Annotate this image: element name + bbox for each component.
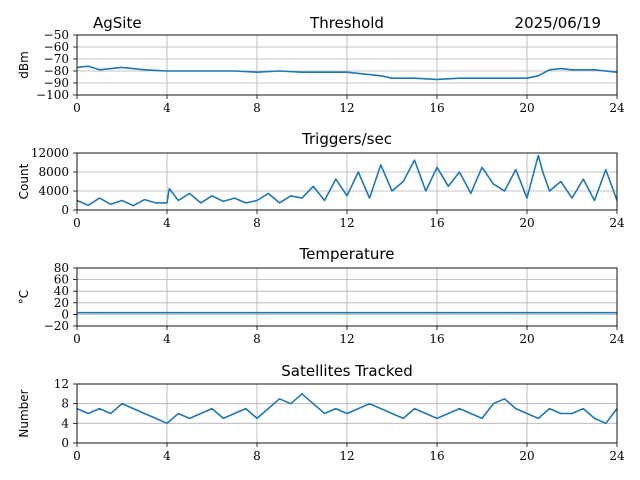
x-tick-label: 20 bbox=[519, 216, 534, 230]
x-tick-label: 8 bbox=[253, 216, 261, 230]
y-tick-label: 20 bbox=[54, 296, 69, 310]
x-tick-label: 0 bbox=[73, 216, 81, 230]
x-tick-label: 16 bbox=[429, 216, 444, 230]
x-tick-label: 16 bbox=[429, 101, 444, 115]
y-tick-label: −90 bbox=[44, 76, 69, 90]
x-tick-label: 12 bbox=[339, 449, 354, 463]
chart-title: Temperature bbox=[298, 245, 394, 263]
chart-panel-4: 0 4 8 12 16 20 24 0 4 8 12 Satellites Tracked Number bbox=[17, 362, 625, 463]
y-tick-label: −80 bbox=[44, 64, 69, 78]
y-tick-label: 60 bbox=[54, 273, 69, 287]
x-tick-label: 12 bbox=[339, 216, 354, 230]
x-tick-label: 20 bbox=[519, 332, 534, 346]
y-tick-label: −60 bbox=[44, 40, 69, 54]
y-tick-label: −50 bbox=[44, 28, 69, 42]
x-tick-label: 24 bbox=[609, 449, 625, 463]
series-line bbox=[76, 65, 618, 81]
y-tick-label: 0 bbox=[61, 436, 69, 450]
y-tick-label: −70 bbox=[44, 52, 69, 66]
x-tick-label: 8 bbox=[253, 332, 261, 346]
y-axis-label: dBm bbox=[17, 51, 31, 79]
y-axis-label: °C bbox=[17, 290, 31, 304]
x-tick-label: 0 bbox=[73, 332, 81, 346]
chart-panel-2: 0 4 8 12 16 20 24 0 4000 8000 12000 Triggers/sec Cou… bbox=[17, 130, 625, 230]
x-tick-label: 8 bbox=[253, 101, 261, 115]
date-label: 2025/06/19 bbox=[515, 14, 601, 32]
y-tick-label: −20 bbox=[44, 319, 69, 333]
x-tick-label: 12 bbox=[339, 101, 354, 115]
chart-title: Satellites Tracked bbox=[281, 362, 412, 380]
y-tick-label: 8 bbox=[61, 397, 69, 411]
series-line bbox=[76, 154, 618, 207]
y-tick-label: 4 bbox=[61, 416, 69, 430]
y-tick-label: 8000 bbox=[38, 165, 69, 179]
y-tick-label: 40 bbox=[54, 284, 69, 298]
chart-title: Threshold bbox=[309, 14, 384, 32]
y-axis-label: Number bbox=[17, 389, 31, 437]
x-tick-label: 16 bbox=[429, 449, 444, 463]
x-tick-label: 16 bbox=[429, 332, 444, 346]
x-tick-label: 0 bbox=[73, 101, 81, 115]
y-tick-label: 4000 bbox=[38, 184, 69, 198]
y-axis-label: Count bbox=[17, 163, 31, 199]
y-tick-label: 12000 bbox=[31, 146, 69, 160]
series-line bbox=[76, 392, 618, 425]
x-tick-label: 4 bbox=[163, 216, 171, 230]
x-tick-label: 12 bbox=[339, 332, 354, 346]
x-tick-label: 0 bbox=[73, 449, 81, 463]
y-tick-label: −100 bbox=[36, 88, 69, 102]
x-tick-label: 20 bbox=[519, 449, 534, 463]
chart-title: Triggers/sec bbox=[301, 130, 392, 148]
x-tick-label: 24 bbox=[609, 332, 625, 346]
y-tick-label: 12 bbox=[54, 377, 69, 391]
y-tick-label: 0 bbox=[61, 203, 69, 217]
y-tick-label: 0 bbox=[61, 307, 69, 321]
x-tick-label: 20 bbox=[519, 101, 534, 115]
site-label: AgSite bbox=[93, 14, 142, 32]
x-tick-label: 4 bbox=[163, 332, 171, 346]
x-tick-label: 24 bbox=[609, 216, 625, 230]
x-tick-label: 24 bbox=[609, 101, 625, 115]
x-tick-label: 4 bbox=[163, 101, 171, 115]
y-tick-label: 80 bbox=[54, 261, 69, 275]
x-tick-label: 8 bbox=[253, 449, 261, 463]
chart-panel-1: 0 4 8 12 16 20 24 −50−60−70−80−90−100 Threshold d… bbox=[17, 14, 625, 115]
x-tick-label: 4 bbox=[163, 449, 171, 463]
